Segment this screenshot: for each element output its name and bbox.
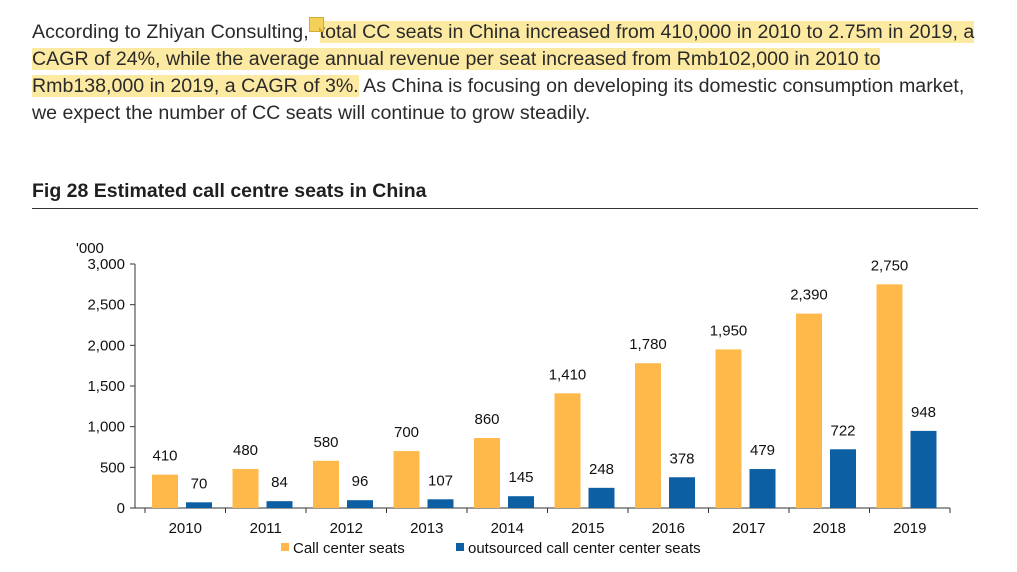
- bar-outsourced-seats: [830, 449, 856, 508]
- bar-call-center-seats: [715, 349, 742, 508]
- data-label-outsourced-seats: 70: [191, 475, 208, 492]
- bar-call-center-seats: [796, 313, 822, 508]
- x-tick-label: 2019: [893, 520, 926, 537]
- sticky-note-icon[interactable]: [308, 17, 324, 32]
- bar-outsourced-seats: [588, 487, 615, 508]
- data-label-outsourced-seats: 84: [271, 474, 288, 491]
- bar-call-center-seats: [232, 468, 259, 508]
- bar-outsourced-seats: [186, 502, 212, 508]
- x-tick-label: 2018: [813, 520, 846, 537]
- bar-call-center-seats: [474, 438, 500, 508]
- data-label-call-center-seats: 2,390: [790, 287, 828, 304]
- data-label-outsourced-seats: 96: [352, 473, 369, 490]
- data-label-call-center-seats: 410: [152, 448, 177, 465]
- data-label-call-center-seats: 480: [233, 442, 258, 459]
- bar-outsourced-seats: [669, 477, 695, 508]
- y-tick-label: 0: [117, 500, 125, 517]
- data-label-call-center-seats: 580: [313, 434, 338, 451]
- legend-swatch-outsourced: [456, 543, 464, 551]
- figure-title: Fig 28 Estimated call centre seats in Ch…: [32, 180, 427, 202]
- data-label-outsourced-seats: 107: [428, 472, 453, 489]
- x-tick-label: 2011: [250, 520, 282, 537]
- data-label-outsourced-seats: 248: [589, 461, 614, 478]
- legend-swatch-call-center: [281, 543, 289, 551]
- y-tick-label: 1,000: [87, 419, 125, 436]
- y-tick-label: 2,000: [87, 337, 125, 354]
- legend-label-call-center: Call center seats: [293, 540, 405, 557]
- bar-outsourced-seats: [347, 500, 373, 508]
- bar-outsourced-seats: [749, 469, 776, 508]
- data-label-call-center-seats: 860: [474, 411, 499, 428]
- bar-outsourced-seats: [508, 496, 534, 508]
- data-label-outsourced-seats: 479: [750, 442, 775, 459]
- data-label-outsourced-seats: 722: [830, 422, 855, 439]
- y-tick-label: 3,000: [87, 256, 125, 273]
- title-divider: [32, 208, 978, 209]
- body-paragraph: According to Zhiyan Consulting, total CC …: [32, 17, 992, 127]
- data-label-call-center-seats: 2,750: [871, 257, 909, 274]
- y-tick-label: 500: [100, 459, 125, 476]
- bar-outsourced-seats: [266, 501, 293, 508]
- paragraph-lead: According to Zhiyan Consulting,: [32, 21, 309, 43]
- legend-label-outsourced: outsourced call center center seats: [468, 540, 701, 557]
- bar-call-center-seats: [554, 393, 581, 508]
- x-tick-label: 2017: [732, 520, 765, 537]
- data-label-outsourced-seats: 378: [669, 450, 694, 467]
- y-axis-unit-label: '000: [76, 240, 104, 257]
- bar-outsourced-seats: [910, 430, 937, 508]
- data-label-call-center-seats: 1,950: [710, 322, 748, 339]
- data-label-call-center-seats: 1,410: [549, 366, 587, 383]
- bar-outsourced-seats: [427, 499, 454, 508]
- y-tick-label: 2,500: [87, 297, 125, 314]
- bar-call-center-seats: [393, 451, 420, 508]
- paragraph-tail: As China is focusing on developing its d…: [32, 75, 965, 124]
- data-label-call-center-seats: 1,780: [629, 336, 667, 353]
- bar-call-center-seats: [635, 363, 661, 508]
- bar-call-center-seats: [152, 474, 178, 508]
- data-label-call-center-seats: 700: [394, 424, 419, 441]
- data-label-outsourced-seats: 145: [508, 469, 533, 486]
- x-tick-label: 2013: [410, 520, 443, 537]
- x-tick-label: 2016: [652, 520, 685, 537]
- y-tick-label: 1,500: [87, 378, 125, 395]
- x-tick-label: 2010: [169, 520, 202, 537]
- bar-call-center-seats: [876, 284, 903, 508]
- bar-call-center-seats: [313, 460, 339, 508]
- x-tick-label: 2014: [491, 520, 524, 537]
- x-tick-label: 2015: [571, 520, 604, 537]
- x-tick-label: 2012: [330, 520, 363, 537]
- data-label-outsourced-seats: 948: [911, 404, 936, 421]
